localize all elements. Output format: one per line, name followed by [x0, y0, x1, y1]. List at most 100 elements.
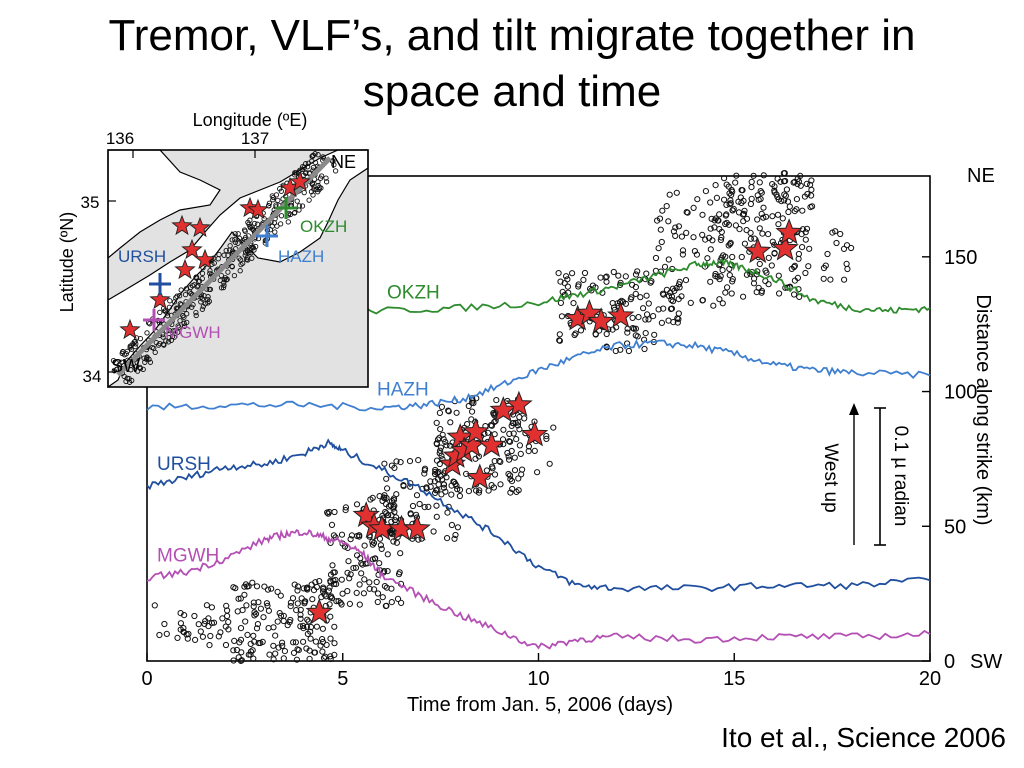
tremor-point	[217, 629, 224, 636]
tremor-point	[657, 226, 664, 233]
tremor-point	[215, 633, 222, 640]
map-tremor-point	[236, 255, 242, 261]
map-tremor-point	[177, 301, 183, 307]
tremor-point	[241, 591, 248, 598]
tremor-point	[543, 435, 550, 442]
map-x-axis-label: Longitude (ºE)	[193, 110, 308, 130]
tremor-point	[694, 196, 701, 203]
map-tremor-point	[303, 170, 309, 177]
tremor-point	[326, 601, 333, 608]
map-tremor-point	[165, 339, 172, 345]
tremor-point	[628, 294, 635, 301]
tremor-point	[319, 636, 326, 643]
tremor-point	[676, 278, 683, 285]
tremor-point	[509, 485, 516, 493]
tremor-point	[397, 550, 404, 557]
tremor-point	[833, 239, 840, 247]
map-tremor-point	[176, 293, 183, 299]
vlf-star	[575, 298, 604, 326]
map-tremor-point	[143, 356, 150, 362]
tremor-point	[690, 234, 697, 241]
tremor-point	[726, 272, 733, 279]
map-tremor-point	[294, 198, 300, 204]
tremor-point	[741, 207, 748, 214]
tremor-point	[706, 234, 713, 241]
map-tremor-point	[266, 203, 272, 209]
tilt-line-ursh	[146, 438, 931, 593]
slide-title: Tremor, VLF’s, and tilt migrate together…	[0, 8, 1024, 120]
y-axis: 0 50 100 150	[922, 247, 977, 673]
tremor-point	[473, 487, 480, 494]
tremor-point	[663, 203, 670, 210]
tremor-point	[323, 641, 330, 649]
tremor-point	[702, 236, 709, 243]
tremor-point	[669, 298, 677, 305]
tremor-point	[290, 649, 298, 657]
tremor-point	[803, 225, 811, 232]
tremor-point	[421, 467, 428, 474]
tremor-point	[665, 218, 672, 225]
tremor-point	[794, 180, 801, 188]
map-tremor-point	[299, 203, 306, 209]
tremor-point	[637, 294, 644, 301]
map-tremor-point	[149, 344, 155, 351]
tremor-point	[243, 602, 250, 609]
map-tremor-point	[235, 240, 241, 246]
tremor-point	[732, 222, 740, 229]
tremor-point	[225, 626, 232, 633]
map-tremor-point	[199, 306, 206, 312]
tremor-point	[802, 229, 809, 236]
tremor-point	[442, 488, 449, 495]
tremor-point	[740, 218, 747, 225]
tremor-point	[201, 620, 208, 628]
tremor-point	[797, 172, 804, 179]
tremor-point	[306, 655, 313, 663]
tremor-point	[191, 612, 198, 620]
map-tremor-point	[261, 215, 267, 222]
map-tremor-point	[218, 272, 224, 279]
tremor-point	[710, 302, 717, 309]
tremor-point	[722, 220, 729, 228]
map-tremor-point	[301, 189, 307, 196]
tremor-point	[489, 463, 496, 470]
tremor-point	[177, 626, 184, 633]
map-vlf-stars	[119, 170, 311, 340]
tremor-point	[588, 287, 595, 294]
tremor-point	[317, 642, 324, 649]
map-tremor-point	[315, 152, 321, 158]
map-station-label: URSH	[118, 247, 166, 266]
tremor-point	[451, 535, 458, 542]
tremor-point	[506, 456, 513, 463]
tremor-point	[381, 460, 388, 467]
tremor-point	[712, 270, 719, 278]
tremor-point	[369, 538, 376, 545]
tremor-point	[665, 292, 673, 299]
map-tremor-point	[133, 341, 139, 347]
tremor-point	[667, 305, 675, 313]
tremor-point	[225, 618, 232, 626]
tremor-point	[444, 509, 451, 516]
tremor-point	[230, 657, 237, 664]
tremor-point	[716, 276, 723, 283]
tremor-point	[763, 269, 770, 276]
map-tremor-point	[291, 210, 298, 216]
tremor-point	[722, 289, 729, 296]
tremor-point	[224, 612, 231, 620]
tremor-point	[328, 521, 336, 529]
tremor-point	[253, 625, 261, 632]
tremor-point	[740, 210, 748, 217]
tremor-point	[824, 250, 831, 258]
tremor-point	[610, 268, 617, 276]
tremor-point	[294, 587, 301, 594]
map-tremor-point	[164, 313, 171, 319]
tremor-point	[786, 203, 793, 210]
tremor-point	[300, 638, 307, 645]
map-tremor-point	[330, 158, 336, 164]
tremor-point	[327, 655, 334, 663]
tremor-point	[641, 345, 648, 353]
tremor-point	[259, 638, 266, 646]
tremor-point	[232, 585, 239, 592]
tremor-point	[643, 292, 650, 299]
tremor-point	[820, 264, 828, 272]
tremor-point	[558, 313, 566, 320]
